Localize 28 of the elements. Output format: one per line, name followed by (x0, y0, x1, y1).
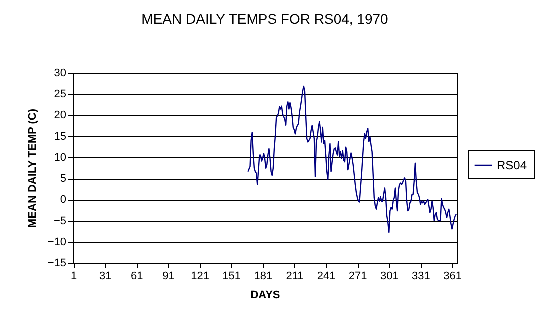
x-axis-title: DAYS (250, 290, 280, 302)
x-tick-label: 301 (380, 270, 399, 282)
y-axis-title: MEAN DAILY TEMP (C) (26, 108, 39, 228)
x-tick-label: 91 (162, 270, 175, 282)
chart-title: MEAN DAILY TEMPS FOR RS04, 1970 (142, 11, 389, 27)
x-tick-label: 61 (131, 270, 144, 282)
y-tick-label: −5 (54, 215, 66, 228)
legend-label: RS04 (497, 158, 528, 172)
y-tick-label: 25 (54, 88, 66, 101)
x-tick-label: 31 (99, 270, 112, 282)
x-tick-label: 121 (191, 270, 210, 282)
y-tick-label: −10 (48, 236, 66, 248)
y-tick-label: 0 (60, 194, 66, 206)
x-tick-label: 271 (348, 270, 368, 282)
x-tick-label: 1 (70, 270, 78, 282)
x-tick-label: 241 (317, 270, 336, 282)
y-tick-label: 20 (54, 110, 66, 122)
y-tick-label: 5 (60, 173, 66, 186)
y-tick-label: 30 (54, 68, 66, 80)
x-tick-label: 151 (222, 270, 242, 282)
y-tick-label: 15 (54, 130, 66, 143)
x-tick-label: 181 (254, 270, 273, 282)
y-tick-label: 10 (54, 152, 66, 164)
x-tick-label: 211 (286, 270, 304, 282)
x-tick-label: 331 (412, 270, 430, 282)
line-series (248, 86, 457, 234)
y-tick-label: −15 (48, 258, 66, 270)
x-tick-label: 361 (444, 270, 462, 282)
